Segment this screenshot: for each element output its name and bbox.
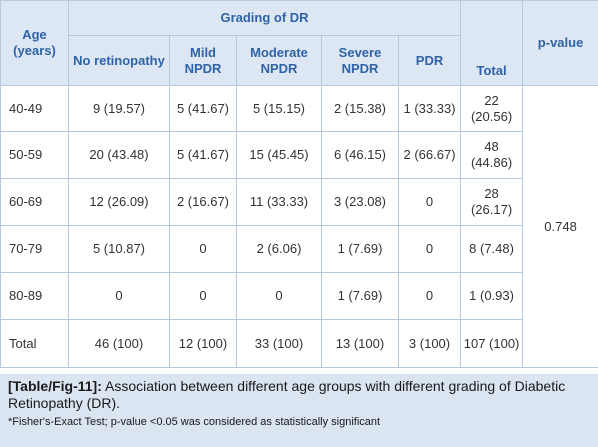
value-cell: 5 (15.15) [236,85,322,132]
header-grade-pdr: PDR [397,35,462,86]
value-cell: 28 (26.17) [460,178,524,226]
value-cell: 1 (0.93) [460,272,524,320]
header-p-value: p-value [522,0,598,86]
value-cell: 3 (100) [397,319,462,368]
header-grade-severe-npdr: Severe NPDR [321,35,399,86]
value-cell: 5 (10.87) [68,225,170,273]
value-cell: 33 (100) [236,319,322,368]
value-cell: 0 [169,272,237,320]
header-total: Total [460,0,524,86]
value-cell: 13 (100) [321,319,399,368]
value-cell: 0 [397,225,462,273]
value-cell: 48 (44.86) [460,131,524,179]
table-row: 70-79 5 (10.87) 0 2 (6.06) 1 (7.69) 0 8 … [0,225,598,273]
figure-caption: [Table/Fig-11]: Association between diff… [0,374,598,447]
header-grading-group: Grading of DR [67,0,462,36]
age-cell: 80-89 [0,272,69,320]
value-cell: 2 (16.67) [169,178,237,226]
value-cell: 5 (41.67) [169,85,237,132]
value-cell: 46 (100) [68,319,170,368]
header-grade-mild-npdr: Mild NPDR [169,35,237,86]
value-cell: 1 (7.69) [321,272,399,320]
header-grade-moderate-npdr: Moderate NPDR [236,35,322,86]
value-cell: 0 [169,225,237,273]
table-row-total: Total 46 (100) 12 (100) 33 (100) 13 (100… [0,319,598,368]
value-cell: 1 (7.69) [321,225,399,273]
value-cell: 8 (7.48) [460,225,524,273]
value-cell: 0 [397,272,462,320]
table-row: 40-49 9 (19.57) 5 (41.67) 5 (15.15) 2 (1… [0,85,598,368]
value-cell: 2 (6.06) [236,225,322,273]
value-cell: 3 (23.08) [321,178,399,226]
value-cell: 12 (100) [169,319,237,368]
value-cell: 6 (46.15) [321,131,399,179]
value-cell: 20 (43.48) [68,131,170,179]
caption-footnote: *Fisher's-Exact Test; p-value <0.05 was … [8,416,381,428]
caption-body: Association between different age groups… [8,378,566,411]
age-cell: 70-79 [0,225,69,273]
header-age: Age (years) [0,0,69,86]
value-cell: 12 (26.09) [68,178,170,226]
value-cell: 0 [397,178,462,226]
caption-text: [Table/Fig-11]: Association between diff… [8,378,590,412]
data-table: Age (years) Grading of DR Total p-value … [0,0,598,368]
p-value-cell: 0.748 [522,85,598,368]
value-cell: 9 (19.57) [68,85,170,132]
value-cell: 22 (20.56) [460,85,524,132]
table-row: 80-89 0 0 0 1 (7.69) 0 1 (0.93) [0,272,598,320]
table-row: 60-69 12 (26.09) 2 (16.67) 11 (33.33) 3 … [0,178,598,226]
age-cell: 40-49 [0,85,69,132]
value-cell: 107 (100) [460,319,524,368]
age-cell: 60-69 [0,178,69,226]
header-grade-no-retinopathy: No retinopathy [68,35,170,86]
value-cell: 2 (66.67) [397,131,462,179]
value-cell: 0 [68,272,170,320]
value-cell: 2 (15.38) [321,85,399,132]
value-cell: 15 (45.45) [236,131,322,179]
age-cell: Total [0,319,69,368]
age-cell: 50-59 [0,131,69,179]
value-cell: 1 (33.33) [397,85,462,132]
value-cell: 0 [236,272,322,320]
value-cell: 5 (41.67) [169,131,237,179]
caption-tag: [Table/Fig-11]: [8,378,102,394]
value-cell: 11 (33.33) [236,178,322,226]
table-row: 50-59 20 (43.48) 5 (41.67) 15 (45.45) 6 … [0,131,598,179]
